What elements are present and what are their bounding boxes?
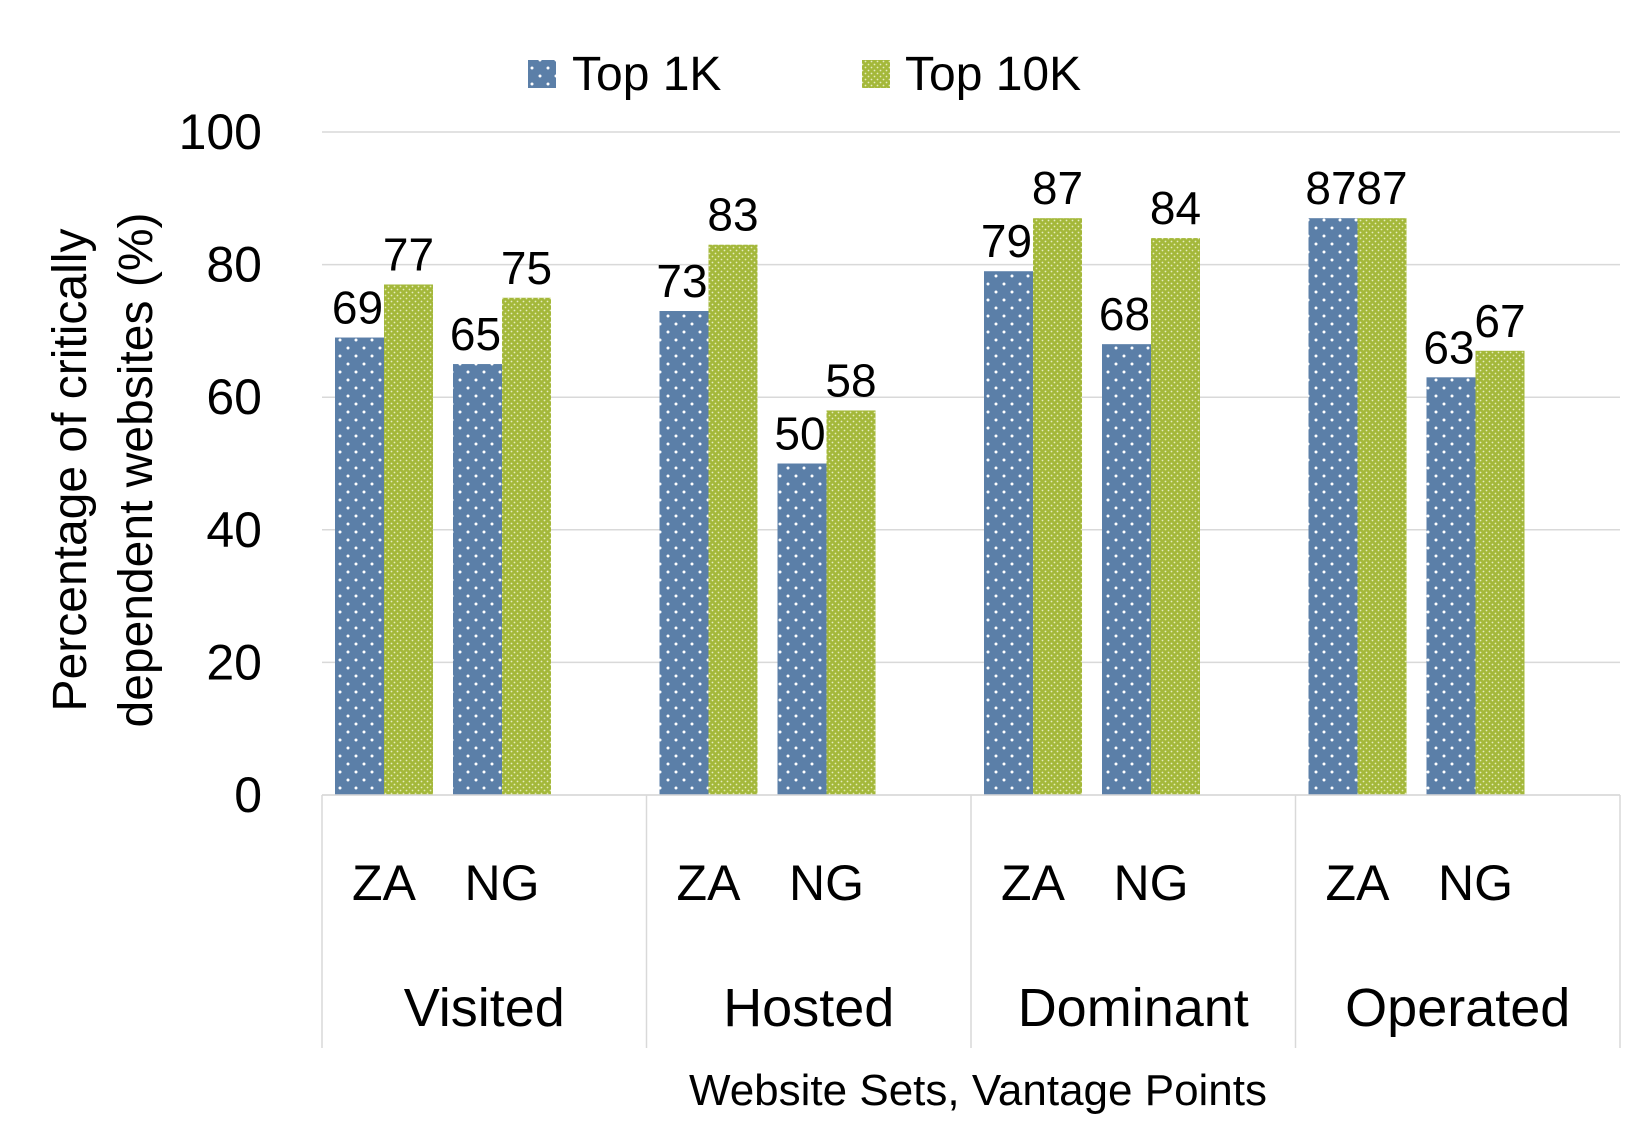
bar-hosted-ng-top-1k [777, 463, 827, 795]
y-axis-title-line-1: Percentage of critically [44, 229, 97, 712]
category-label-dominant-ng: NG [1114, 855, 1189, 911]
y-axis-title-line-2: dependent websites (%) [110, 213, 163, 728]
y-tick-label-40: 40 [206, 502, 262, 558]
bar-operated-ng-top-10k [1475, 350, 1525, 795]
legend: Top 1K Top 10K [528, 48, 1081, 101]
group-label-visited: Visited [404, 978, 565, 1038]
category-label-visited-za: ZA [352, 855, 417, 911]
data-label-visited-za-top-10k: 77 [383, 228, 434, 280]
data-label-visited-za-top-1k: 69 [332, 282, 383, 334]
legend-label-top-10k: Top 10K [905, 48, 1081, 101]
category-label-operated-ng: NG [1438, 855, 1513, 911]
bar-hosted-za-top-10k [708, 244, 758, 795]
bar-dominant-za-top-1k [984, 271, 1033, 796]
data-label-operated-za-top-10k: 87 [1356, 162, 1407, 214]
data-label-dominant-za-top-1k: 79 [981, 215, 1032, 267]
data-label-operated-za-top-1k: 87 [1305, 162, 1356, 214]
bar-dominant-za-top-10k [1033, 218, 1082, 795]
bar-operated-za-top-1k [1308, 218, 1358, 795]
bar-dominant-ng-top-1k [1102, 344, 1151, 795]
data-label-dominant-ng-top-10k: 84 [1150, 182, 1201, 234]
category-label-hosted-ng: NG [789, 855, 864, 911]
legend-swatch-top-10k [862, 60, 890, 88]
y-tick-label-100: 100 [179, 104, 262, 160]
data-label-dominant-ng-top-1k: 68 [1099, 288, 1150, 340]
y-tick-label-20: 20 [206, 634, 262, 690]
x-axis-title: Website Sets, Vantage Points [689, 1066, 1267, 1115]
bar-visited-ng-top-10k [502, 297, 551, 795]
data-label-dominant-za-top-10k: 87 [1032, 162, 1083, 214]
bars [335, 218, 1525, 796]
bar-visited-ng-top-1k [453, 364, 502, 795]
category-label-visited-ng: NG [465, 855, 540, 911]
bar-operated-za-top-10k [1357, 218, 1407, 795]
y-tick-label-80: 80 [206, 237, 262, 293]
category-label-operated-za: ZA [1326, 855, 1391, 911]
x-axis: ZA NG Visited ZA NG Hosted ZA NG Dominant ZA NG Ope… [321, 794, 1621, 1048]
group-label-dominant: Dominant [1018, 978, 1249, 1038]
group-label-hosted: Hosted [723, 978, 894, 1038]
data-label-hosted-za-top-1k: 73 [656, 255, 707, 307]
category-label-dominant-za: ZA [1001, 855, 1066, 911]
data-label-hosted-za-top-10k: 83 [707, 189, 758, 241]
group-label-operated: Operated [1345, 978, 1570, 1038]
y-tick-label-60: 60 [206, 369, 262, 425]
legend-swatch-top-1k [528, 60, 556, 88]
data-label-visited-ng-top-10k: 75 [501, 242, 552, 294]
legend-label-top-1k: Top 1K [572, 48, 721, 101]
y-axis-ticks: 0 20 40 60 80 100 [179, 104, 262, 823]
data-label-hosted-ng-top-10k: 58 [825, 354, 876, 406]
bar-dominant-ng-top-10k [1151, 238, 1200, 795]
bar-visited-za-top-10k [384, 284, 433, 795]
data-label-operated-ng-top-10k: 67 [1474, 295, 1525, 347]
data-label-hosted-ng-top-1k: 50 [774, 408, 825, 460]
bar-operated-ng-top-1k [1426, 377, 1476, 795]
data-label-visited-ng-top-1k: 65 [450, 308, 501, 360]
bar-visited-za-top-1k [335, 337, 384, 795]
bar-hosted-ng-top-10k [826, 410, 876, 795]
bar-hosted-za-top-1k [659, 311, 709, 795]
data-label-operated-ng-top-1k: 63 [1423, 321, 1474, 373]
category-label-hosted-za: ZA [677, 855, 742, 911]
y-tick-label-0: 0 [234, 767, 262, 823]
